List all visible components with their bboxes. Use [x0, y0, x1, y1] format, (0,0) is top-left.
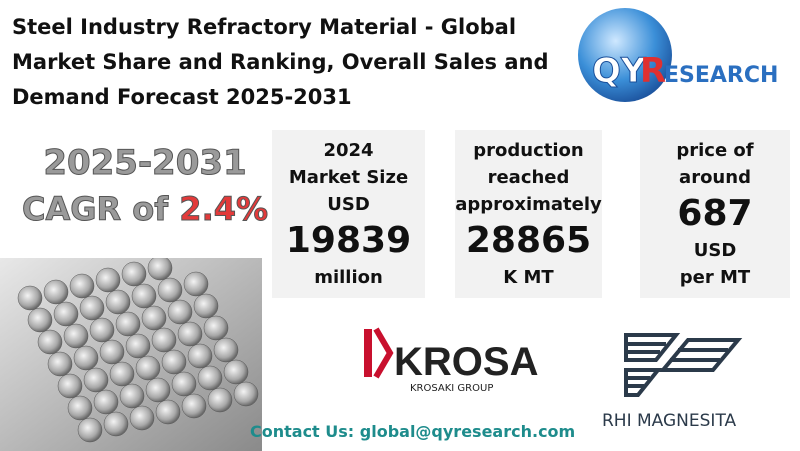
logo: QY R ESEARCH: [578, 8, 778, 102]
rod: [103, 411, 129, 437]
stat-box: price of around 687 USD per MT: [640, 130, 790, 298]
rod: [57, 373, 83, 399]
rod: [131, 283, 157, 309]
stat-text: around: [679, 167, 751, 188]
stat-box: 2024 Market Size USD 19839 million: [272, 130, 425, 298]
rod: [67, 395, 93, 421]
stat-text: per MT: [679, 267, 751, 288]
rod: [27, 307, 53, 333]
rod: [135, 355, 161, 381]
logo-text: ESEARCH: [664, 63, 778, 88]
rod: [193, 293, 219, 319]
stat-text: production: [473, 140, 584, 161]
rod: [177, 321, 203, 347]
rod: [73, 345, 99, 371]
stat-text: approximately: [455, 194, 602, 215]
cagr-years: 2025-2031: [43, 143, 247, 184]
rod: [83, 367, 109, 393]
rod: [145, 377, 171, 403]
rod: [93, 389, 119, 415]
title: Steel Industry Refractory Material - Glo…: [12, 15, 549, 109]
stat-text: USD: [693, 240, 737, 261]
rod: [183, 271, 209, 297]
rod: [129, 405, 155, 431]
rod: [95, 267, 121, 293]
rod: [197, 365, 223, 391]
rod: [155, 399, 181, 425]
stat-text: USD: [327, 194, 370, 215]
rod: [125, 333, 151, 359]
stat-text: Market Size: [288, 167, 409, 188]
krosaki-logo: KROSAKI KROSAKI GROUP: [364, 327, 540, 394]
rod: [151, 327, 177, 353]
stat-text: K MT: [503, 267, 554, 288]
stat-value: 28865: [465, 220, 592, 261]
cagr-value: 2.4%: [179, 190, 269, 229]
rod: [53, 301, 79, 327]
rod: [121, 261, 147, 287]
company-group: KROSAKI GROUP: [410, 383, 493, 394]
rod: [203, 315, 229, 341]
stat-value: 687: [677, 193, 753, 234]
rod: [187, 343, 213, 369]
rod: [161, 349, 187, 375]
rod: [105, 289, 131, 315]
rod: [115, 311, 141, 337]
stat-value: 19839: [285, 220, 412, 261]
steel-rods: [0, 258, 262, 451]
rod: [207, 387, 233, 413]
contact: Contact Us: global@qyresearch.com: [250, 422, 576, 441]
rod: [171, 371, 197, 397]
rod: [17, 285, 43, 311]
rod: [99, 339, 125, 365]
stat-text: 2024: [323, 140, 374, 161]
globe: [578, 8, 672, 102]
rod: [119, 383, 145, 409]
rod: [181, 393, 207, 419]
rod: [147, 258, 173, 281]
stat-box: production reached approximately 28865 K MT: [455, 130, 602, 298]
rod: [77, 417, 103, 443]
rod: [167, 299, 193, 325]
rod: [89, 317, 115, 343]
logo-text: QY: [592, 51, 646, 91]
rod: [69, 273, 95, 299]
company-name: KROSAKI: [394, 340, 540, 384]
stat-text: million: [314, 267, 383, 288]
cagr: 2025-2031 CAGR of 2.4%: [20, 140, 270, 232]
stat-text: reached: [487, 167, 570, 188]
rod: [43, 279, 69, 305]
rod: [141, 305, 167, 331]
stat-text: price of: [676, 140, 754, 161]
rod: [63, 323, 89, 349]
rod: [37, 329, 63, 355]
logo-text: R: [640, 51, 666, 91]
cagr-label: CAGR of: [21, 190, 180, 229]
rod: [79, 295, 105, 321]
rod: [223, 359, 249, 385]
company-name: RHI MAGNESITA: [602, 411, 737, 431]
rod: [233, 381, 259, 407]
rod: [213, 337, 239, 363]
rod: [157, 277, 183, 303]
rod: [109, 361, 135, 387]
rhi-logo: RHI MAGNESITA: [602, 333, 743, 431]
rod: [47, 351, 73, 377]
